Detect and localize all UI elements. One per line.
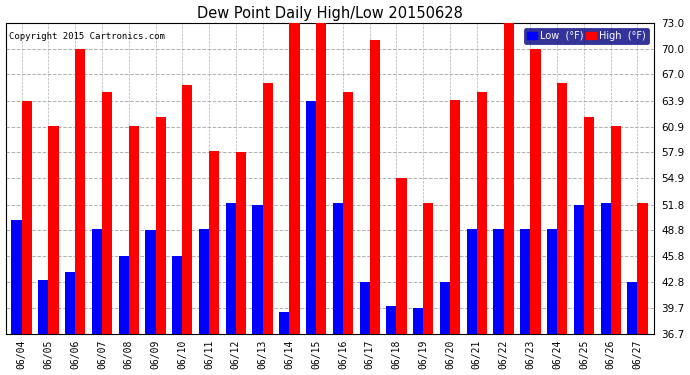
- Bar: [146, 230, 155, 334]
- Bar: [359, 282, 370, 334]
- Bar: [600, 203, 611, 334]
- Bar: [557, 83, 567, 334]
- Bar: [477, 92, 487, 334]
- Bar: [38, 280, 48, 334]
- Title: Dew Point Daily High/Low 20150628: Dew Point Daily High/Low 20150628: [197, 6, 462, 21]
- Bar: [574, 205, 584, 334]
- Bar: [129, 126, 139, 334]
- Bar: [48, 126, 59, 334]
- Bar: [493, 228, 504, 334]
- Bar: [75, 49, 86, 334]
- Bar: [531, 49, 540, 334]
- Bar: [65, 272, 75, 334]
- Bar: [386, 306, 397, 334]
- Bar: [199, 228, 209, 334]
- Bar: [182, 85, 193, 334]
- Bar: [440, 282, 450, 334]
- Bar: [92, 228, 102, 334]
- Bar: [547, 228, 557, 334]
- Bar: [413, 308, 423, 334]
- Bar: [102, 92, 112, 334]
- Bar: [306, 101, 316, 334]
- Bar: [504, 23, 514, 334]
- Bar: [226, 203, 236, 334]
- Bar: [209, 151, 219, 334]
- Bar: [520, 228, 531, 334]
- Bar: [638, 203, 648, 334]
- Bar: [611, 126, 621, 334]
- Bar: [466, 228, 477, 334]
- Bar: [627, 282, 638, 334]
- Bar: [584, 117, 594, 334]
- Bar: [21, 101, 32, 334]
- Bar: [370, 40, 380, 334]
- Bar: [155, 117, 166, 334]
- Bar: [12, 220, 21, 334]
- Bar: [333, 203, 343, 334]
- Bar: [253, 205, 263, 334]
- Bar: [119, 256, 129, 334]
- Bar: [343, 92, 353, 334]
- Bar: [316, 23, 326, 334]
- Bar: [172, 256, 182, 334]
- Bar: [263, 83, 273, 334]
- Bar: [236, 152, 246, 334]
- Bar: [289, 23, 299, 334]
- Legend: Low  (°F), High  (°F): Low (°F), High (°F): [524, 28, 649, 44]
- Text: Copyright 2015 Cartronics.com: Copyright 2015 Cartronics.com: [9, 32, 165, 41]
- Bar: [450, 100, 460, 334]
- Bar: [397, 178, 406, 334]
- Bar: [423, 203, 433, 334]
- Bar: [279, 312, 289, 334]
